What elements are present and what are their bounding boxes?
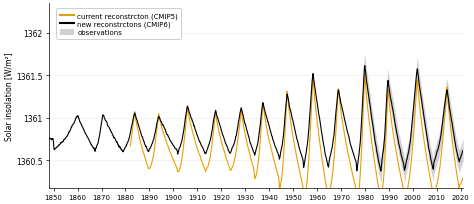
Y-axis label: Solar insolation [W/m²]: Solar insolation [W/m²]: [4, 52, 13, 140]
Legend: current reconstrcton (CMIP5), new reconstrctons (CMIP6), observations: current reconstrcton (CMIP5), new recons…: [56, 9, 182, 40]
